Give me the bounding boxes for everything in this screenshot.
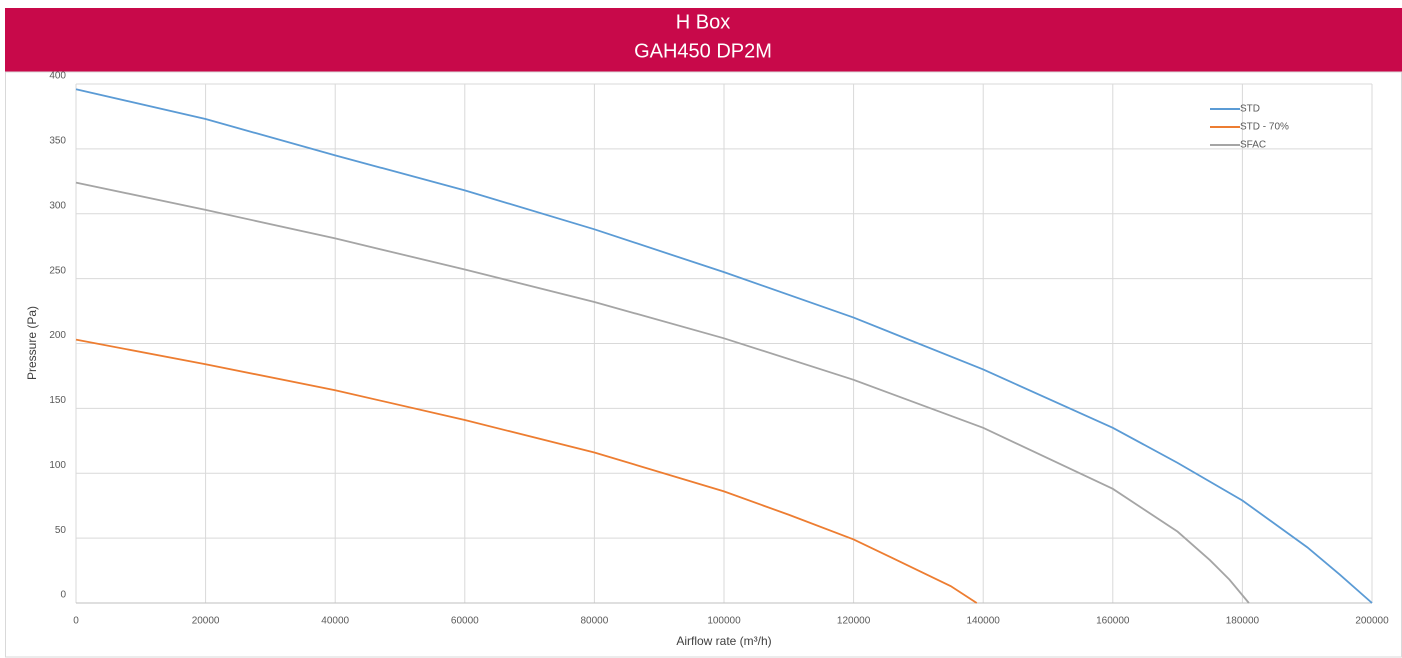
x-tick-label: 180000: [1226, 616, 1260, 627]
x-tick-label: 200000: [1355, 616, 1389, 627]
chart-title: H Box: [676, 11, 730, 33]
x-tick-label: 140000: [967, 616, 1001, 627]
x-tick-label: 80000: [580, 616, 608, 627]
x-tick-label: 100000: [707, 616, 741, 627]
y-tick-label: 100: [49, 460, 66, 471]
line-series: [75, 338, 978, 604]
x-tick-label: 20000: [192, 616, 220, 627]
legend-label: STD - 70%: [1240, 122, 1289, 133]
y-tick-label: 350: [49, 136, 66, 147]
x-axis-label: Airflow rate (m³/h): [676, 634, 771, 648]
chart-subtitle: GAH450 DP2M: [634, 40, 772, 62]
chart-border: [5, 71, 1402, 658]
line-series: [75, 88, 1373, 604]
y-tick-label: 50: [55, 525, 67, 536]
y-tick-label: 250: [49, 265, 66, 276]
x-tick-label: 60000: [451, 616, 479, 627]
y-tick-label: 0: [60, 590, 66, 601]
line-series: [75, 181, 1250, 604]
legend-label: SFAC: [1240, 140, 1266, 151]
y-tick-label: 200: [49, 330, 66, 341]
y-tick-label: 400: [49, 71, 66, 82]
x-tick-label: 120000: [837, 616, 871, 627]
y-axis-label: Pressure (Pa): [25, 306, 39, 380]
x-tick-label: 0: [73, 616, 79, 627]
legend-label: STD: [1240, 104, 1260, 115]
y-tick-label: 300: [49, 200, 66, 211]
x-tick-label: 160000: [1096, 616, 1130, 627]
y-tick-label: 150: [49, 395, 66, 406]
x-tick-label: 40000: [321, 616, 349, 627]
header-band: [5, 8, 1402, 72]
